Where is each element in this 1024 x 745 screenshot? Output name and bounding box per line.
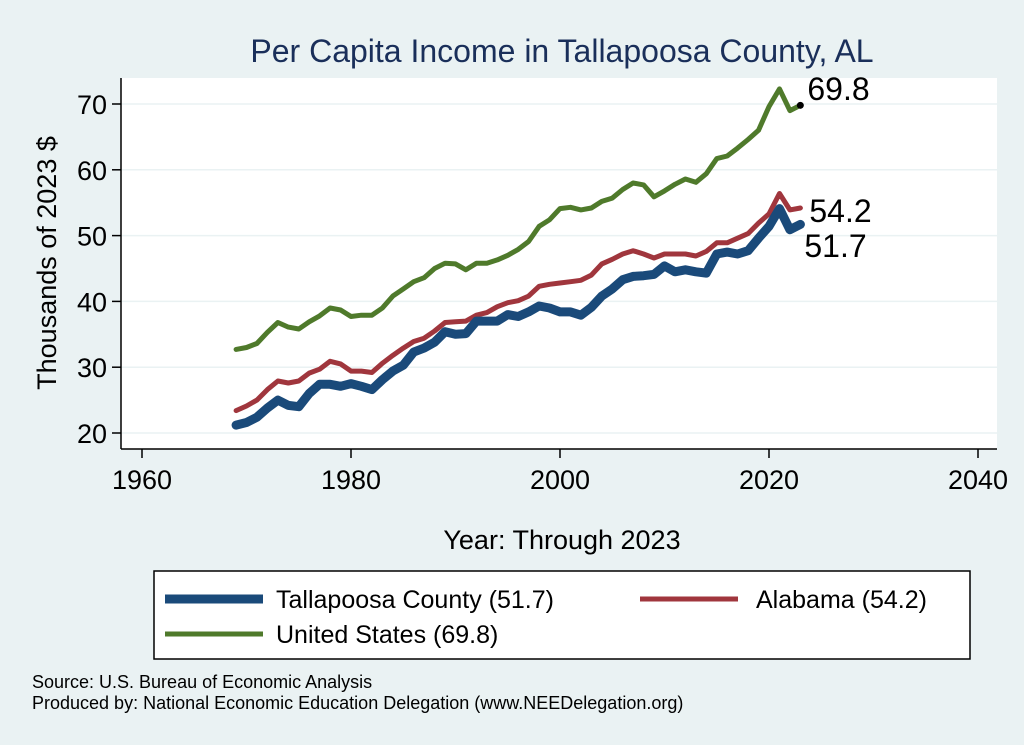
y-tick-label: 30 xyxy=(77,353,107,383)
x-axis-ticks: 1960 1980 2000 2020 2040 xyxy=(112,449,1008,495)
x-tick-label: 1960 xyxy=(112,465,172,495)
y-tick-label: 50 xyxy=(77,222,107,252)
source-note: Source: U.S. Bureau of Economic Analysis xyxy=(32,672,372,692)
x-tick-label: 2020 xyxy=(739,465,799,495)
end-label-united-states: 69.8 xyxy=(807,71,869,107)
legend-label-alabama: Alabama (54.2) xyxy=(756,586,927,614)
legend-label-united-states: United States (69.8) xyxy=(276,621,498,649)
y-axis-title: Thousands of 2023 $ xyxy=(32,136,62,390)
series-line-alabama xyxy=(233,191,803,414)
end-labels: 51.754.2 69.8 xyxy=(804,71,871,264)
y-tick-label: 60 xyxy=(77,156,107,186)
x-tick-label: 1980 xyxy=(321,465,381,495)
end-label-alabama: 54.2 xyxy=(809,193,871,229)
y-tick-label: 40 xyxy=(77,287,107,317)
series-line-tallapoosa-county xyxy=(231,204,805,430)
legend: Tallapoosa County (51.7) Alabama (54.2) Un… xyxy=(165,586,927,649)
chart-title: Per Capita Income in Tallapoosa County, … xyxy=(250,33,873,69)
series-layer xyxy=(231,86,805,430)
gridlines xyxy=(121,103,997,434)
legend-label-tallapoosa-county: Tallapoosa County (51.7) xyxy=(276,586,554,614)
end-label-tallapoosa-county: 51.7 xyxy=(804,228,866,264)
y-axis-ticks: 20 30 40 50 60 70 xyxy=(77,90,121,449)
x-tick-label: 2000 xyxy=(530,465,590,495)
produced-by-note: Produced by: National Economic Education… xyxy=(32,693,683,713)
legend-box xyxy=(153,570,971,660)
us-end-marker xyxy=(796,101,804,109)
y-tick-label: 20 xyxy=(77,419,107,449)
series-line-united-states xyxy=(233,86,803,352)
x-tick-label: 2040 xyxy=(948,465,1008,495)
y-tick-label: 70 xyxy=(77,90,107,120)
x-axis-title: Year: Through 2023 xyxy=(443,525,680,555)
